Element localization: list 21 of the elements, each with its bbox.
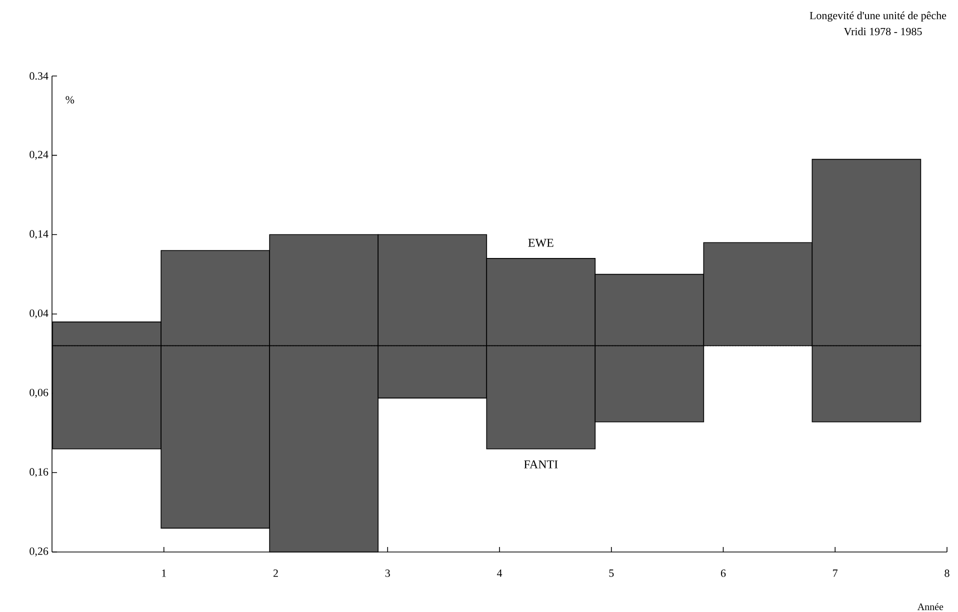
x-axis-title: Année xyxy=(917,603,944,610)
x-tick-label: 2 xyxy=(273,570,278,577)
chart-subtitle: Vridi 1978 - 1985 xyxy=(844,28,922,36)
x-tick-label: 1 xyxy=(162,570,166,577)
y-tick-label: 0,26 xyxy=(30,547,48,556)
y-tick-label: 0,24 xyxy=(30,150,48,160)
x-tick-label: 5 xyxy=(609,570,614,577)
x-tick-label: 4 xyxy=(496,570,502,577)
y-tick-label: 0,14 xyxy=(30,230,48,240)
chart-title: Longevité d'une unité de pêche xyxy=(810,12,946,22)
y-tick-label: 0.34 xyxy=(30,72,48,80)
y-tick-label: 0,16 xyxy=(30,468,48,478)
y-tick-label: 0,06 xyxy=(30,388,48,398)
y-tick-label: 0,04 xyxy=(30,309,48,318)
y-axis-title: % xyxy=(66,96,74,104)
x-tick-label: 3 xyxy=(385,570,390,577)
x-tick-label: 6 xyxy=(720,570,726,577)
series-label: FANTI xyxy=(524,460,558,468)
series-label: EWE xyxy=(528,238,554,247)
x-tick-label: 8 xyxy=(944,570,950,577)
x-tick-label: 7 xyxy=(833,570,838,577)
